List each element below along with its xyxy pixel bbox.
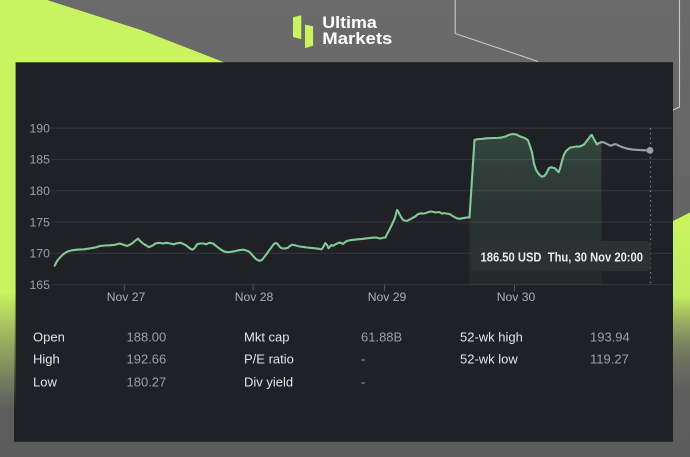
svg-text:170: 170 [29,247,50,261]
svg-text:186.50 USD Thu, 30 Nov 20:00: 186.50 USD Thu, 30 Nov 20:00 [481,251,644,265]
svg-text:52-wk low: 52-wk low [460,351,518,366]
svg-text:Mkt cap: Mkt cap [244,329,290,344]
svg-text:Nov 27: Nov 27 [107,290,146,304]
svg-text:-: - [361,351,365,366]
svg-text:180.27: 180.27 [127,374,167,389]
svg-text:180: 180 [29,184,50,198]
svg-text:Markets: Markets [322,29,392,48]
svg-text:Div yield: Div yield [244,374,293,389]
svg-text:Nov 28: Nov 28 [235,290,274,304]
svg-text:192.66: 192.66 [127,351,167,366]
svg-text:188.00: 188.00 [127,329,167,344]
svg-text:190: 190 [29,121,50,135]
svg-text:52-wk high: 52-wk high [460,329,523,344]
svg-text:61.88B: 61.88B [361,329,402,344]
svg-text:-: - [361,374,365,389]
svg-text:Nov 30: Nov 30 [497,290,536,304]
svg-text:165: 165 [29,278,50,292]
svg-text:119.27: 119.27 [590,351,629,366]
svg-text:P/E ratio: P/E ratio [244,351,294,366]
svg-text:Open: Open [33,329,65,344]
svg-text:High: High [33,351,60,366]
svg-text:185: 185 [29,153,50,167]
svg-text:Low: Low [33,374,57,389]
svg-text:175: 175 [29,215,50,229]
svg-text:Nov 29: Nov 29 [368,290,407,304]
svg-text:Ultima: Ultima [322,13,377,32]
svg-text:193.94: 193.94 [590,329,630,344]
